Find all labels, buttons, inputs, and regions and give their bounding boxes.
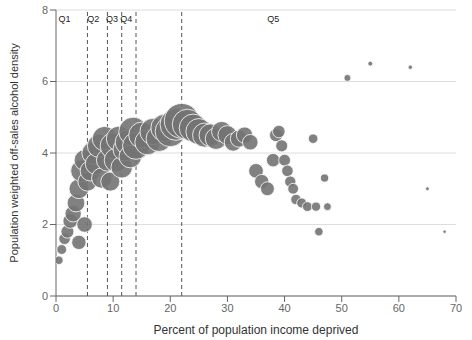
svg-text:10: 10: [107, 302, 119, 314]
svg-text:30: 30: [221, 302, 233, 314]
svg-text:Q3: Q3: [106, 14, 118, 24]
svg-text:8: 8: [42, 4, 48, 16]
svg-text:4: 4: [42, 147, 48, 159]
svg-text:Q2: Q2: [87, 14, 99, 24]
svg-text:60: 60: [393, 302, 405, 314]
svg-text:0: 0: [42, 290, 48, 302]
svg-text:2: 2: [42, 218, 48, 230]
svg-text:70: 70: [450, 302, 462, 314]
svg-text:Population weighted off-sales: Population weighted off-sales alcohol de…: [8, 43, 20, 263]
svg-text:50: 50: [336, 302, 348, 314]
svg-text:Q5: Q5: [267, 14, 279, 24]
svg-text:Q4: Q4: [120, 14, 132, 24]
svg-text:Percent of population income d: Percent of population income deprived: [154, 323, 359, 337]
svg-text:Q1: Q1: [59, 14, 71, 24]
svg-text:6: 6: [42, 75, 48, 87]
svg-text:0: 0: [53, 302, 59, 314]
svg-text:20: 20: [164, 302, 176, 314]
svg-text:40: 40: [278, 302, 290, 314]
